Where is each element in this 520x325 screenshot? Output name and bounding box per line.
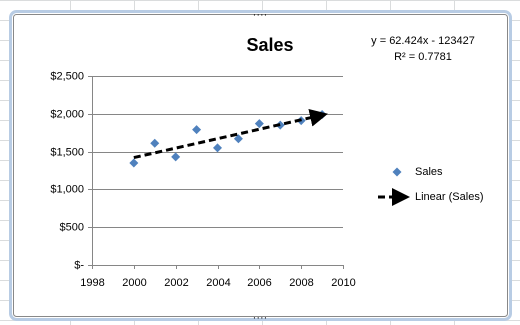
resize-handle: ····	[253, 312, 268, 324]
x-tick-label: 1998	[80, 277, 104, 289]
data-point	[150, 138, 160, 148]
y-tick-label: $500	[60, 221, 84, 233]
x-tick-label: 2008	[289, 277, 313, 289]
y-tick-label: $1,000	[50, 183, 84, 195]
x-tick-label: 2006	[247, 277, 271, 289]
y-tick-label: $1,500	[50, 146, 84, 158]
chart-title: Sales	[246, 35, 293, 55]
trendline	[133, 108, 328, 160]
x-tick-label: 2004	[206, 277, 230, 289]
x-tick-label: 2000	[122, 277, 146, 289]
resize-handle: ····	[253, 9, 268, 21]
data-point	[213, 143, 222, 153]
legend-label: Linear (Sales)	[415, 191, 483, 203]
data-point	[129, 158, 139, 168]
data-point	[233, 134, 243, 144]
x-tick-label: 2010	[331, 277, 355, 289]
data-point	[254, 119, 264, 129]
y-tick-label: $2,500	[50, 70, 84, 82]
y-tick-label: $2,000	[50, 108, 84, 120]
r-squared: R² = 0.7781	[394, 51, 452, 63]
data-point	[192, 125, 202, 135]
data-point	[171, 152, 181, 162]
trendline-equation: y = 62.424x - 123427	[371, 35, 475, 47]
y-tick-label: $-	[74, 259, 84, 271]
chart-area	[13, 14, 508, 317]
legend-marker	[392, 167, 402, 177]
legend-label: Sales	[415, 166, 443, 178]
x-tick-label: 2002	[164, 277, 188, 289]
